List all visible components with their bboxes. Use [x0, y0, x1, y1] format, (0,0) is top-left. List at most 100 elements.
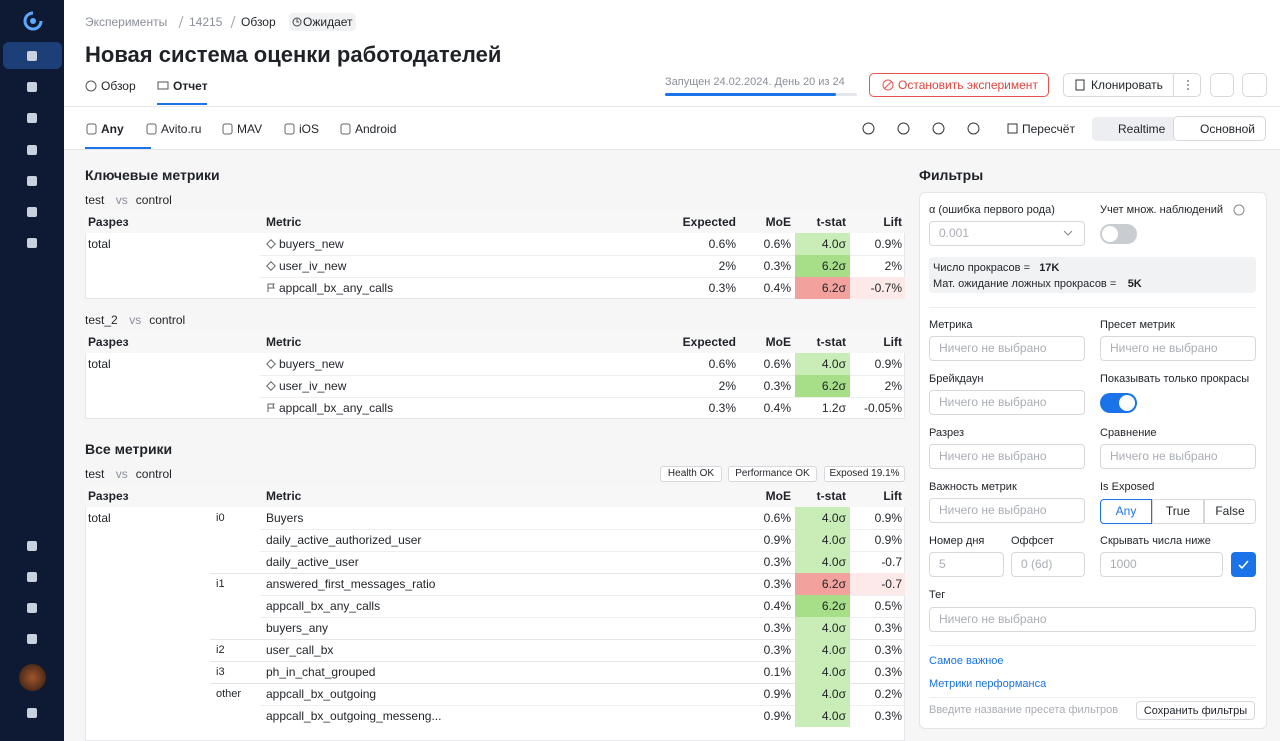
platform-icon — [340, 123, 351, 135]
moe: 0.1% — [763, 665, 791, 679]
compare-vs: vs — [115, 193, 128, 207]
input[interactable] — [1011, 552, 1085, 577]
stat-value: 5K — [1127, 278, 1142, 290]
moe: 0.4% — [763, 401, 791, 415]
input[interactable] — [929, 336, 1085, 361]
preset-link[interactable]: Самое важное — [929, 655, 1004, 667]
slice: total — [88, 237, 111, 251]
nav-icon — [27, 634, 37, 644]
field-label: Сравнение — [1100, 427, 1157, 439]
input[interactable] — [1100, 444, 1256, 469]
column-header: t-stat — [816, 335, 846, 349]
breadcrumb[interactable]: 14215 — [189, 15, 223, 29]
expected: 2% — [718, 379, 736, 393]
moe: 0.3% — [763, 577, 791, 591]
status-pill — [289, 13, 356, 31]
help-icon — [1233, 204, 1245, 216]
input[interactable] — [929, 498, 1085, 523]
tstat-cell — [795, 573, 850, 595]
launch-info: Запущен 24.02.2024. День 20 из 24 — [665, 76, 845, 88]
moe: 0.6% — [763, 357, 791, 371]
metric-name: appcall_bx_outgoing_messeng... — [266, 709, 442, 723]
lift: 2% — [884, 259, 902, 273]
stop-button[interactable] — [869, 73, 1049, 97]
expected: 0.6% — [708, 357, 736, 371]
platform-tab[interactable]: MAV — [237, 122, 263, 136]
more-icon — [1187, 80, 1189, 90]
checkbox[interactable] — [1231, 552, 1256, 577]
tstat: 4.0σ — [821, 237, 846, 251]
input[interactable] — [929, 390, 1085, 415]
tstat: 4.0σ — [821, 511, 846, 525]
input[interactable] — [1100, 336, 1256, 361]
lift: 0.3% — [874, 709, 902, 723]
input[interactable] — [929, 552, 1004, 577]
input-value: Ничего не выбрано — [939, 341, 1047, 355]
tab[interactable]: Отчет — [173, 79, 208, 93]
platform-tab[interactable]: iOS — [299, 122, 320, 136]
segment[interactable] — [1152, 499, 1204, 524]
separator — [230, 15, 236, 29]
expected: 0.3% — [708, 401, 736, 415]
column-header: Разрез — [88, 335, 129, 349]
badge-label: Exposed 19.1% — [829, 468, 900, 479]
row-divider — [260, 551, 905, 552]
breadcrumb[interactable]: Обзор — [241, 15, 276, 29]
realtime-button[interactable] — [1092, 117, 1174, 141]
column-header: Expected — [682, 215, 736, 229]
preset-link[interactable]: Метрики перформанса — [929, 678, 1047, 690]
input-value: 0.001 — [939, 226, 970, 240]
segment-label: True — [1165, 504, 1191, 518]
divider — [929, 645, 1256, 646]
input-value: Ничего не выбрано — [939, 612, 1047, 626]
input[interactable] — [1100, 552, 1223, 577]
tab[interactable]: Обзор — [101, 79, 136, 93]
recalc-label: Пересчёт — [1022, 122, 1075, 136]
moe: 0.3% — [763, 555, 791, 569]
column-header: Lift — [883, 215, 902, 229]
table-header — [85, 331, 905, 353]
importance: other — [216, 688, 242, 700]
platform-tab[interactable]: Any — [101, 122, 124, 136]
tstat-cell — [795, 233, 850, 255]
breadcrumb[interactable]: Эксперименты — [85, 15, 168, 29]
clone-button[interactable] — [1063, 73, 1201, 97]
moe: 0.6% — [763, 511, 791, 525]
tstat: 4.0σ — [821, 687, 846, 701]
avatar[interactable] — [19, 664, 46, 691]
platform-tab[interactable]: Avito.ru — [161, 122, 202, 136]
tstat: 4.0σ — [821, 555, 846, 569]
field-label: Тег — [929, 589, 946, 601]
lift: 0.3% — [874, 643, 902, 657]
input[interactable] — [929, 221, 1085, 246]
nav-icon — [27, 82, 37, 92]
lift: -0.7 — [881, 555, 902, 569]
input[interactable] — [929, 607, 1256, 632]
favorite-button[interactable] — [1242, 73, 1267, 97]
moe: 0.3% — [763, 621, 791, 635]
tstat: 6.2σ — [821, 599, 846, 613]
clone-label: Клонировать — [1091, 78, 1163, 92]
bell-button[interactable] — [1210, 73, 1234, 97]
badge — [728, 466, 817, 482]
main-button[interactable] — [1173, 116, 1266, 141]
platform-tab[interactable]: Android — [355, 122, 397, 136]
segment[interactable] — [1204, 499, 1256, 524]
nav-icon — [27, 603, 37, 613]
clone-icon — [1075, 79, 1085, 91]
tstat: 4.0σ — [821, 357, 846, 371]
realtime-label: Realtime — [1118, 122, 1166, 136]
input[interactable] — [929, 444, 1085, 469]
save-button[interactable] — [1136, 701, 1255, 720]
lift: -0.05% — [863, 401, 902, 415]
field-label: Оффсет — [1011, 535, 1054, 547]
lift-cell — [850, 277, 905, 299]
badge-label: Performance OK — [735, 468, 810, 479]
preset-name-input[interactable]: Введите название пресета фильтров — [929, 704, 1119, 716]
segment[interactable] — [1100, 499, 1152, 524]
save-label: Сохранить фильтры — [1143, 705, 1248, 717]
row-divider — [260, 277, 905, 278]
input-value: Ничего не выбрано — [939, 449, 1047, 463]
importance: i0 — [216, 512, 225, 524]
